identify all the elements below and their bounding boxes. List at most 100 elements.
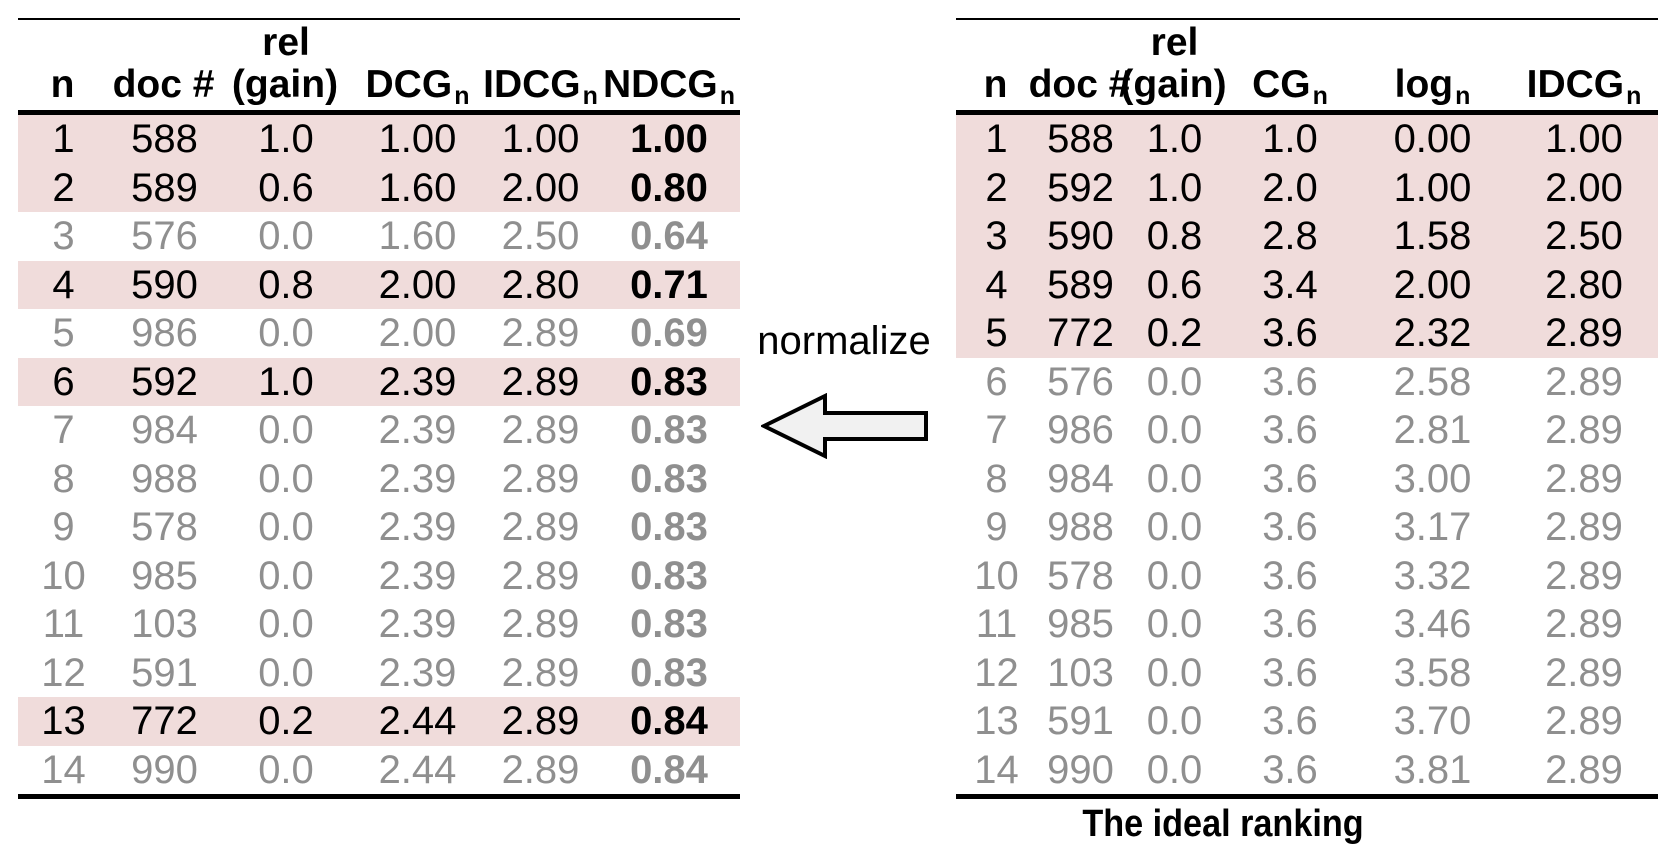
table-cell: 1.00 bbox=[378, 117, 457, 161]
ideal-ranking-table: n doc # rel (gain) CGn logn IDCGn bbox=[956, 18, 1658, 799]
table-cell: 1.58 bbox=[1393, 214, 1472, 258]
table-cell: 2.89 bbox=[1545, 311, 1623, 355]
table-top-rule bbox=[18, 18, 740, 20]
table-cell: 0.0 bbox=[1146, 699, 1203, 743]
table-cell: 985 bbox=[131, 553, 198, 598]
table-cell: 0.83 bbox=[630, 505, 708, 549]
table-cell: 3.81 bbox=[1393, 747, 1472, 792]
table-cell: 988 bbox=[131, 456, 198, 501]
table-cell: 0.0 bbox=[258, 311, 314, 355]
table-cell: 103 bbox=[131, 602, 198, 646]
table-row: 10 578 0.0 3.6 3.32 2.89 bbox=[956, 552, 1658, 601]
table-cell: 0.0 bbox=[258, 553, 314, 598]
header-main-label: DCGn bbox=[366, 63, 470, 110]
table-row: 11 985 0.0 3.6 3.46 2.89 bbox=[956, 600, 1658, 649]
table-cell: 592 bbox=[1047, 165, 1114, 210]
table-cell: 13 bbox=[974, 699, 1019, 743]
header-subscript: n bbox=[1455, 82, 1471, 110]
table-cell: 1.0 bbox=[258, 359, 314, 404]
table-cell: 0.0 bbox=[258, 456, 314, 501]
column-header-idcg: IDCGn bbox=[483, 63, 598, 110]
table-row: 3 590 0.8 2.8 1.58 2.50 bbox=[956, 212, 1658, 261]
table-row: 13 772 0.2 2.44 2.89 0.84 bbox=[18, 697, 740, 746]
table-row: 4 589 0.6 3.4 2.00 2.80 bbox=[956, 260, 1658, 309]
table-cell: 990 bbox=[131, 747, 198, 792]
table-cell: 0.83 bbox=[630, 456, 708, 501]
table-cell: 0.0 bbox=[1146, 456, 1203, 501]
table-cell: 7 bbox=[52, 408, 75, 452]
table-cell: 2.8 bbox=[1262, 214, 1318, 258]
header-main-label: doc # bbox=[113, 63, 217, 110]
header-text: CG bbox=[1252, 63, 1311, 106]
table-cell: 2.50 bbox=[501, 214, 580, 258]
table-cell: 3.6 bbox=[1262, 553, 1318, 598]
table-cell: 0.0 bbox=[1146, 359, 1203, 404]
header-subscript: n bbox=[454, 82, 470, 110]
table-cell: 4 bbox=[52, 262, 75, 307]
table-cell: 2.89 bbox=[501, 699, 580, 743]
table-cell: 0.0 bbox=[1146, 650, 1203, 695]
table-cell: 2.89 bbox=[501, 359, 580, 404]
table-row: 14 990 0.0 2.44 2.89 0.84 bbox=[18, 746, 740, 795]
ideal-table-header: n doc # rel (gain) CGn logn IDCGn bbox=[956, 20, 1658, 110]
header-text: doc # bbox=[112, 63, 215, 106]
table-cell: 0.0 bbox=[258, 408, 314, 452]
table-cell: 2.89 bbox=[501, 505, 580, 549]
header-text: IDCG bbox=[1526, 63, 1625, 106]
table-cell: 0.00 bbox=[1393, 117, 1472, 161]
table-row: 7 984 0.0 2.39 2.89 0.83 bbox=[18, 406, 740, 455]
header-text: NDCG bbox=[602, 63, 718, 106]
table-cell: 2.89 bbox=[501, 747, 580, 792]
table-cell: 0.83 bbox=[630, 408, 708, 452]
table-cell: 1.0 bbox=[1262, 117, 1318, 161]
table-cell: 3.6 bbox=[1262, 505, 1318, 549]
table-row: 11 103 0.0 2.39 2.89 0.83 bbox=[18, 600, 740, 649]
header-main-label: doc # bbox=[1029, 63, 1133, 110]
table-row: 6 592 1.0 2.39 2.89 0.83 bbox=[18, 357, 740, 406]
table-cell: 0.8 bbox=[258, 262, 314, 307]
header-top-label: rel bbox=[262, 21, 310, 64]
header-top-label: rel bbox=[1150, 21, 1199, 64]
table-cell: 3.6 bbox=[1262, 602, 1318, 646]
table-cell: 14 bbox=[974, 747, 1019, 792]
table-row: 1 588 1.0 1.00 1.00 1.00 bbox=[18, 115, 740, 164]
table-cell: 0.0 bbox=[1146, 408, 1203, 452]
table-cell: 0.80 bbox=[630, 165, 708, 210]
table-cell: 3.46 bbox=[1393, 602, 1472, 646]
header-text: (gain) bbox=[1120, 63, 1227, 106]
header-main-label: IDCGn bbox=[1527, 63, 1642, 110]
table-cell: 3.17 bbox=[1393, 505, 1472, 549]
table-cell: 1.60 bbox=[378, 165, 457, 210]
table-cell: 591 bbox=[131, 650, 198, 695]
table-cell: 2.39 bbox=[378, 553, 457, 598]
table-row: 1 588 1.0 1.0 0.00 1.00 bbox=[956, 115, 1658, 164]
table-cell: 1.00 bbox=[1393, 165, 1472, 210]
ndcg-table-header: n doc # rel (gain) DCGn IDCGn NDCGn bbox=[18, 20, 740, 110]
table-cell: 3.6 bbox=[1262, 650, 1318, 695]
table-cell: 2.89 bbox=[1545, 505, 1623, 549]
column-header-ndcg: NDCGn bbox=[598, 63, 740, 110]
table-cell: 3.70 bbox=[1393, 699, 1472, 743]
table-cell: 578 bbox=[131, 505, 198, 549]
table-row: 6 576 0.0 3.6 2.58 2.89 bbox=[956, 358, 1658, 407]
table-cell: 2.89 bbox=[1545, 359, 1623, 404]
table-cell: 588 bbox=[131, 117, 198, 161]
table-cell: 2.89 bbox=[1545, 699, 1623, 743]
table-bottom-rule bbox=[18, 794, 740, 799]
table-cell: 2.89 bbox=[1545, 553, 1623, 598]
table-cell: 984 bbox=[131, 408, 198, 452]
column-header-doc: doc # bbox=[109, 63, 220, 110]
table-cell: 10 bbox=[974, 553, 1019, 598]
header-main-label: n bbox=[51, 63, 77, 110]
table-cell: 578 bbox=[1047, 553, 1114, 598]
table-cell: 3 bbox=[985, 214, 1008, 258]
table-cell: 3.32 bbox=[1393, 553, 1472, 598]
header-text: n bbox=[50, 63, 75, 106]
column-header-rel-gain: rel (gain) bbox=[220, 23, 352, 110]
normalize-label: normalize bbox=[757, 319, 931, 363]
normalize-arrow-icon bbox=[759, 392, 929, 460]
table-cell: 2.89 bbox=[501, 311, 580, 355]
table-cell: 0.0 bbox=[1146, 747, 1203, 792]
table-cell: 2 bbox=[985, 165, 1008, 210]
table-row: 5 772 0.2 3.6 2.32 2.89 bbox=[956, 309, 1658, 358]
